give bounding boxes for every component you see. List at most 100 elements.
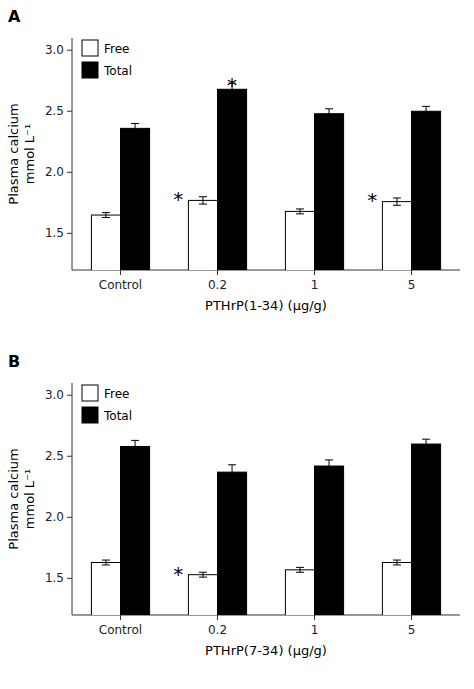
error-bar [228,465,236,480]
panel-label: B [8,352,20,371]
error-cap [393,205,401,206]
legend-swatch [82,385,98,401]
x-tick [314,270,315,275]
error-line [105,560,106,565]
error-bar [131,123,139,133]
x-tick [411,615,412,620]
legend-label: Total [103,64,132,78]
significance-star: * [227,73,237,97]
x-tick-label: 5 [408,278,416,292]
error-bar [102,560,110,565]
x-tick-label: 0.2 [208,623,227,637]
legend-label: Total [103,409,132,423]
y-axis [72,383,73,615]
bar [188,200,217,270]
error-cap [131,452,139,453]
x-tick [217,270,218,275]
error-bar [325,109,333,119]
y-tick-label: 3.0 [45,43,64,57]
error-bar [296,567,304,572]
error-bar [393,560,401,565]
error-cap [102,560,110,561]
panel: A1.52.02.53.0Plasma calciummmol L⁻¹Contr… [6,7,460,417]
error-cap [325,472,333,473]
legend-swatch [82,40,98,56]
error-bar [325,460,333,472]
y-tick-label: 2.5 [45,104,64,118]
legend-label: Free [104,387,129,401]
y-tick-label: 2.0 [45,165,64,179]
bar [382,562,411,615]
error-cap [296,213,304,214]
error-bar [422,439,430,449]
bar [315,114,344,270]
x-axis-label: PTHrP(1-34) (μg/g) [205,298,327,313]
bar [218,472,247,615]
legend: Free Total [82,385,132,423]
y-tick [67,172,72,173]
y-axis-label: Plasma calciummmol L⁻¹ [6,448,37,549]
panel-label: A [8,7,21,26]
error-line [299,567,300,572]
error-line [202,572,203,577]
error-line [426,106,427,116]
legend: FreeTotal [82,40,132,78]
x-tick-label: 1 [311,623,319,637]
bars [91,83,440,270]
error-cap [325,118,333,119]
bar [382,202,411,270]
bar [285,211,314,270]
error-line [135,123,136,133]
y-tick-label: 3.0 [45,388,64,402]
x-tick [120,270,121,275]
x-tick-label: 0.2 [208,278,227,292]
error-cap [393,560,401,561]
bar [412,444,441,615]
bar [91,215,120,270]
x-tick [217,615,218,620]
error-bar [296,209,304,214]
bar [188,575,217,615]
significance-star: * [173,562,183,586]
y-tick-label: 2.5 [45,449,64,463]
error-cap [422,106,430,107]
error-cap [228,464,236,465]
figure: A1.52.02.53.0Plasma calciummmol L⁻¹Contr… [0,0,474,689]
bar [218,89,247,270]
error-cap [393,564,401,565]
x-tick [314,615,315,620]
error-cap [199,577,207,578]
error-cap [393,197,401,198]
error-cap [199,204,207,205]
x-tick-label: 5 [408,623,416,637]
error-cap [422,116,430,117]
bar [91,562,120,615]
error-cap [102,564,110,565]
error-bar [422,106,430,116]
y-tick [67,456,72,457]
error-cap [102,217,110,218]
error-line [329,109,330,119]
error-cap [131,123,139,124]
error-bar [102,213,110,218]
bar [121,446,150,615]
error-bar [199,572,207,577]
error-cap [102,212,110,213]
y-axis [72,38,73,270]
error-cap [422,439,430,440]
error-bar [199,197,207,204]
error-line [299,209,300,214]
x-axis-label: PTHrP(7-34) (μg/g) [205,643,327,658]
error-line [105,213,106,218]
x-tick [411,270,412,275]
y-axis-label: Plasma calciummmol L⁻¹ [6,103,37,204]
legend-swatch [82,62,98,78]
error-cap [228,479,236,480]
error-cap [199,196,207,197]
x-tick-label: 1 [311,278,319,292]
error-line [396,560,397,565]
x-tick-label: Control [99,278,142,292]
error-line [396,198,397,205]
panel: B1.52.02.53.0Plasma calciummmol L⁻¹Contr… [6,352,460,689]
y-tick [67,111,72,112]
